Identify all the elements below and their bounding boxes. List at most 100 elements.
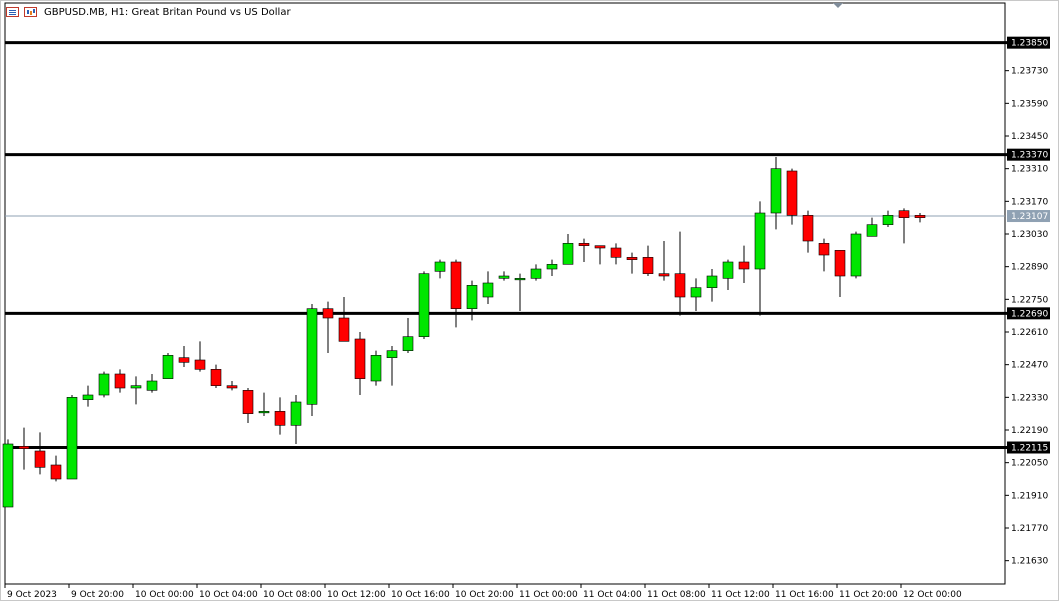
x-tick-label: 10 Oct 16:00: [391, 590, 450, 600]
bull-candle: [82, 394, 94, 400]
x-tick-label: 10 Oct 00:00: [135, 590, 194, 600]
bear-candle: [658, 273, 670, 277]
x-tick-label: 11 Oct 12:00: [711, 590, 770, 600]
x-tick-label: 10 Oct 20:00: [455, 590, 514, 600]
bear-candle: [802, 215, 814, 242]
bull-candle: [514, 278, 526, 281]
bull-candle: [98, 373, 110, 396]
level-price-label: 1.22115: [1011, 444, 1048, 454]
bull-candle: [754, 212, 766, 270]
chart-header: GBPUSD.MB, H1: Great Britan Pound vs US …: [6, 4, 291, 20]
chart-menu-icon[interactable]: [6, 7, 19, 17]
y-tick-label: 1.21910: [1011, 491, 1048, 501]
bear-candle: [834, 250, 846, 277]
bull-candle: [866, 224, 878, 237]
bull-candle: [402, 336, 414, 351]
bear-candle: [18, 446, 30, 449]
x-tick-label: 12 Oct 00:00: [903, 590, 962, 600]
bear-candle: [578, 243, 590, 246]
bull-candle: [770, 168, 782, 214]
bear-candle: [274, 411, 286, 426]
x-tick-label: 11 Oct 16:00: [775, 590, 834, 600]
bear-candle: [34, 450, 46, 468]
bull-candle: [146, 380, 158, 391]
shift-marker-icon[interactable]: [833, 3, 843, 8]
y-tick-label: 1.23450: [1011, 132, 1048, 142]
bear-candle: [786, 170, 798, 216]
bull-candle: [386, 350, 398, 358]
bull-candle: [370, 355, 382, 382]
bear-candle: [194, 359, 206, 370]
bear-candle: [210, 369, 222, 386]
bear-candle: [626, 257, 638, 260]
bull-candle: [722, 261, 734, 279]
bear-candle: [674, 273, 686, 298]
y-tick-label: 1.22470: [1011, 361, 1048, 371]
bull-candle: [434, 261, 446, 272]
bear-candle: [354, 338, 366, 379]
bull-candle: [162, 355, 174, 379]
bull-candle: [546, 264, 558, 270]
y-tick-label: 1.22890: [1011, 263, 1048, 273]
y-tick-label: 1.21770: [1011, 524, 1048, 534]
bear-candle: [738, 261, 750, 270]
bull-candle: [66, 397, 78, 480]
bull-candle: [290, 401, 302, 426]
y-tick-label: 1.21630: [1011, 557, 1048, 567]
bear-candle: [50, 464, 62, 480]
chart-type-icon[interactable]: [24, 7, 37, 17]
bull-candle: [466, 285, 478, 309]
bull-candle: [498, 275, 510, 279]
bull-candle: [562, 243, 574, 265]
bear-candle: [226, 385, 238, 389]
bear-candle: [322, 308, 334, 319]
bear-candle: [178, 357, 190, 363]
y-tick-label: 1.23310: [1011, 165, 1048, 175]
y-tick-label: 1.23030: [1011, 230, 1048, 240]
bull-candle: [882, 215, 894, 225]
level-price-label: 1.22690: [1011, 309, 1048, 319]
bull-candle: [2, 443, 14, 508]
bull-candle: [130, 385, 142, 389]
x-tick-label: 11 Oct 04:00: [583, 590, 642, 600]
bear-candle: [242, 390, 254, 414]
y-tick-label: 1.22050: [1011, 459, 1048, 469]
bear-candle: [114, 373, 126, 389]
x-tick-label: 10 Oct 08:00: [263, 590, 322, 600]
bear-candle: [898, 210, 910, 218]
bull-candle: [306, 308, 318, 405]
current-price-label: 1.23107: [1011, 212, 1048, 222]
bull-candle: [690, 287, 702, 298]
current-price-tag: [1007, 210, 1050, 223]
bull-candle: [706, 275, 718, 288]
bear-candle: [818, 243, 830, 256]
y-tick-label: 1.23730: [1011, 67, 1048, 77]
level-price-tag: [1007, 36, 1050, 49]
bull-candle: [418, 273, 430, 337]
y-tick-label: 1.23170: [1011, 197, 1048, 207]
y-tick-label: 1.22750: [1011, 295, 1048, 305]
plot-frame: [4, 2, 1006, 585]
level-price-tag: [1007, 148, 1050, 161]
bear-candle: [610, 247, 622, 258]
bull-candle: [258, 411, 270, 414]
level-price-label: 1.23370: [1011, 151, 1048, 161]
level-price-label: 1.23850: [1011, 39, 1048, 49]
bear-candle: [642, 257, 654, 274]
x-tick-label: 11 Oct 08:00: [647, 590, 706, 600]
bear-candle: [594, 245, 606, 249]
bull-candle: [530, 268, 542, 279]
symbol-title: GBPUSD.MB, H1: Great Britan Pound vs US …: [44, 6, 291, 18]
y-tick-label: 1.22610: [1011, 328, 1048, 338]
level-price-tag: [1007, 307, 1050, 320]
x-tick-label: 9 Oct 20:00: [71, 590, 124, 600]
y-tick-label: 1.22330: [1011, 393, 1048, 403]
x-tick-label: 10 Oct 12:00: [327, 590, 386, 600]
level-price-tag: [1007, 441, 1050, 454]
bear-candle: [914, 215, 926, 218]
x-tick-label: 11 Oct 00:00: [519, 590, 578, 600]
bear-candle: [338, 317, 350, 342]
